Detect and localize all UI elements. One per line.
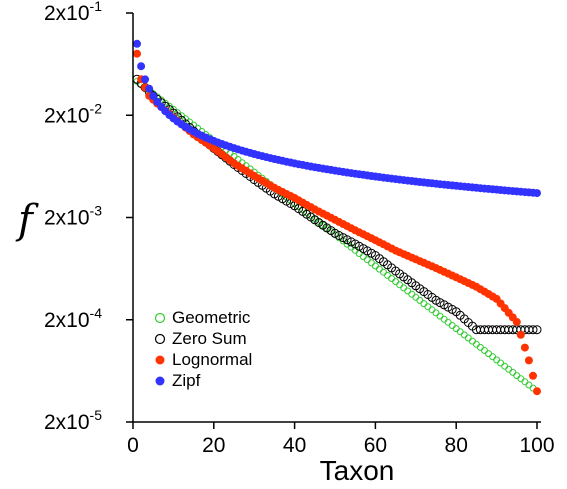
y-tick-label: 2x10-3 bbox=[44, 203, 102, 230]
series-zipf bbox=[133, 39, 541, 198]
data-point bbox=[334, 231, 344, 240]
data-point bbox=[342, 235, 352, 245]
x-tick-label: 40 bbox=[283, 434, 306, 457]
x-tick-label: 0 bbox=[127, 434, 139, 457]
y-axis-title: f bbox=[15, 197, 39, 243]
data-point bbox=[533, 387, 541, 396]
legend-marker bbox=[155, 355, 165, 365]
data-point bbox=[149, 92, 158, 100]
legend-marker bbox=[154, 333, 166, 345]
data-marks bbox=[132, 39, 542, 396]
y-tick-label: 2x10-4 bbox=[44, 305, 102, 332]
x-tick-label: 100 bbox=[519, 434, 554, 457]
x-axis-title: Taxon bbox=[320, 455, 395, 486]
data-point bbox=[145, 84, 154, 93]
data-point bbox=[524, 356, 533, 365]
data-point bbox=[133, 39, 141, 48]
y-ticks: 2x10-1 2x10-2 2x10-3 2x10-4 2x10-5 bbox=[44, 0, 133, 434]
data-point bbox=[516, 330, 525, 339]
series-zero-sum bbox=[132, 74, 542, 335]
data-point bbox=[533, 189, 541, 198]
data-point bbox=[512, 318, 521, 326]
data-point bbox=[532, 325, 542, 335]
legend-marker bbox=[154, 312, 166, 324]
y-tick-label: 2x10-1 bbox=[44, 0, 102, 25]
legend-label: Zipf bbox=[172, 371, 201, 390]
legend-label: Zero Sum bbox=[172, 329, 247, 348]
y-tick-label: 2x10-5 bbox=[44, 407, 102, 434]
data-point bbox=[137, 62, 146, 71]
x-tick-label: 80 bbox=[445, 434, 468, 457]
legend-label: Geometric bbox=[172, 308, 251, 327]
data-point bbox=[133, 49, 141, 58]
data-point bbox=[141, 75, 150, 84]
y-tick-label: 2x10-2 bbox=[44, 100, 102, 127]
data-point bbox=[529, 371, 537, 380]
x-ticks: 0 20 40 60 80 100 bbox=[127, 422, 555, 457]
x-tick-label: 20 bbox=[202, 434, 225, 457]
legend-marker bbox=[155, 376, 165, 386]
legend: Geometric Zero Sum Lognormal Zipf bbox=[154, 308, 252, 390]
data-point bbox=[520, 343, 529, 352]
x-tick-label: 60 bbox=[364, 434, 387, 457]
legend-label: Lognormal bbox=[172, 350, 252, 369]
data-point bbox=[528, 325, 538, 335]
